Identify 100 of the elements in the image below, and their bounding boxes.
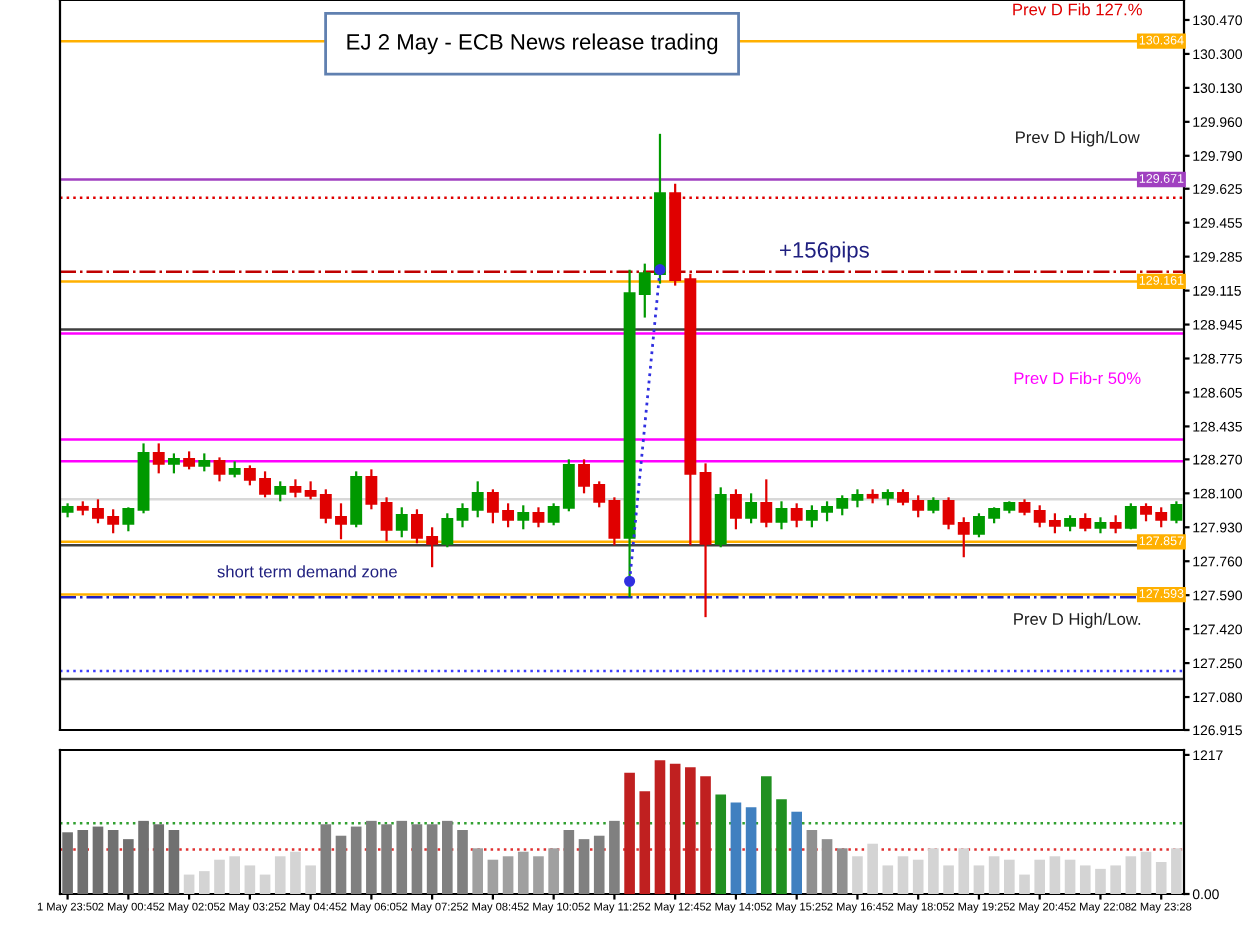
bar	[1004, 859, 1015, 894]
bar	[411, 824, 423, 894]
annotation: Prev D High/Low	[1016, 130, 1140, 147]
candlestick	[380, 496, 393, 543]
bar	[745, 807, 757, 894]
bar	[928, 848, 939, 894]
bar	[973, 865, 985, 894]
bar	[639, 791, 651, 894]
annotation: Prev D High/Low.	[1014, 612, 1141, 629]
annotation: +156pips	[780, 241, 869, 263]
candlestick	[167, 452, 180, 475]
candlestick	[441, 512, 454, 549]
candlestick	[274, 480, 287, 503]
annotation: Prev D Fib 127.%	[1013, 3, 1142, 16]
bar	[897, 856, 909, 894]
bar	[366, 820, 377, 894]
bar	[791, 811, 802, 894]
bar	[654, 760, 666, 894]
bar	[806, 830, 818, 894]
bar	[457, 830, 468, 894]
candlestick	[729, 488, 742, 531]
bar	[1019, 874, 1030, 894]
bar	[760, 776, 772, 894]
bar	[958, 848, 970, 894]
bar	[1171, 848, 1182, 894]
candlestick	[471, 480, 484, 519]
bar	[1064, 859, 1076, 894]
bar	[259, 874, 271, 894]
bar	[700, 776, 711, 894]
bar	[487, 859, 499, 894]
bar	[1049, 856, 1061, 894]
bar	[609, 820, 620, 894]
bar	[335, 835, 347, 894]
candlestick	[532, 506, 545, 529]
candlestick	[456, 502, 469, 529]
candlestick	[365, 468, 378, 511]
candlestick	[122, 506, 135, 533]
bar	[776, 799, 787, 894]
bar	[472, 848, 484, 894]
bar	[1140, 851, 1152, 894]
bar	[548, 848, 559, 894]
text: EJ 2 May - ECB News release trading	[347, 33, 718, 55]
bar	[381, 824, 392, 894]
bar	[1079, 865, 1091, 894]
bar	[153, 824, 165, 894]
bar	[593, 835, 605, 894]
bar	[988, 856, 1000, 894]
annotation: Prev D Fib-r 50%	[1014, 371, 1141, 385]
bar	[168, 830, 180, 894]
bar	[1125, 856, 1137, 894]
bar	[442, 820, 453, 894]
bar	[123, 839, 134, 894]
bar	[183, 874, 195, 894]
candlestick	[775, 500, 788, 531]
bar	[867, 843, 878, 894]
bar	[624, 772, 635, 894]
bar	[882, 865, 894, 894]
bar	[92, 826, 104, 894]
candlestick	[790, 502, 803, 529]
bar	[821, 839, 833, 894]
bar	[1110, 865, 1121, 894]
annotation: short term demand zone	[217, 565, 397, 578]
bar	[1095, 868, 1106, 894]
bar	[852, 856, 863, 894]
bar	[396, 820, 408, 894]
bar	[290, 851, 301, 894]
bar	[1034, 859, 1046, 894]
bar	[563, 830, 575, 894]
bar	[229, 856, 240, 894]
bar	[669, 763, 681, 894]
bar	[836, 848, 848, 894]
bar	[198, 871, 210, 894]
bar	[1155, 862, 1167, 894]
candlestick	[714, 486, 727, 549]
bar	[274, 856, 286, 894]
candlestick	[152, 442, 165, 475]
bar	[502, 856, 514, 894]
bar	[62, 832, 73, 894]
bar	[77, 830, 89, 894]
bar	[320, 824, 332, 894]
candlestick	[760, 478, 773, 529]
bar	[730, 802, 742, 894]
candlestick	[213, 456, 226, 483]
candlestick	[517, 504, 530, 531]
bar	[578, 839, 590, 894]
bar	[426, 824, 438, 894]
bar	[305, 865, 316, 894]
bar	[244, 865, 256, 894]
bar	[138, 820, 149, 894]
candlestick	[1124, 502, 1137, 531]
bar	[517, 851, 529, 894]
bar	[943, 865, 954, 894]
bar	[685, 767, 696, 894]
bar	[912, 859, 924, 894]
candlestick	[350, 470, 363, 529]
bar	[350, 826, 362, 894]
bar	[107, 830, 119, 894]
candlestick	[395, 506, 408, 539]
bar	[214, 859, 225, 894]
bar	[715, 794, 727, 894]
